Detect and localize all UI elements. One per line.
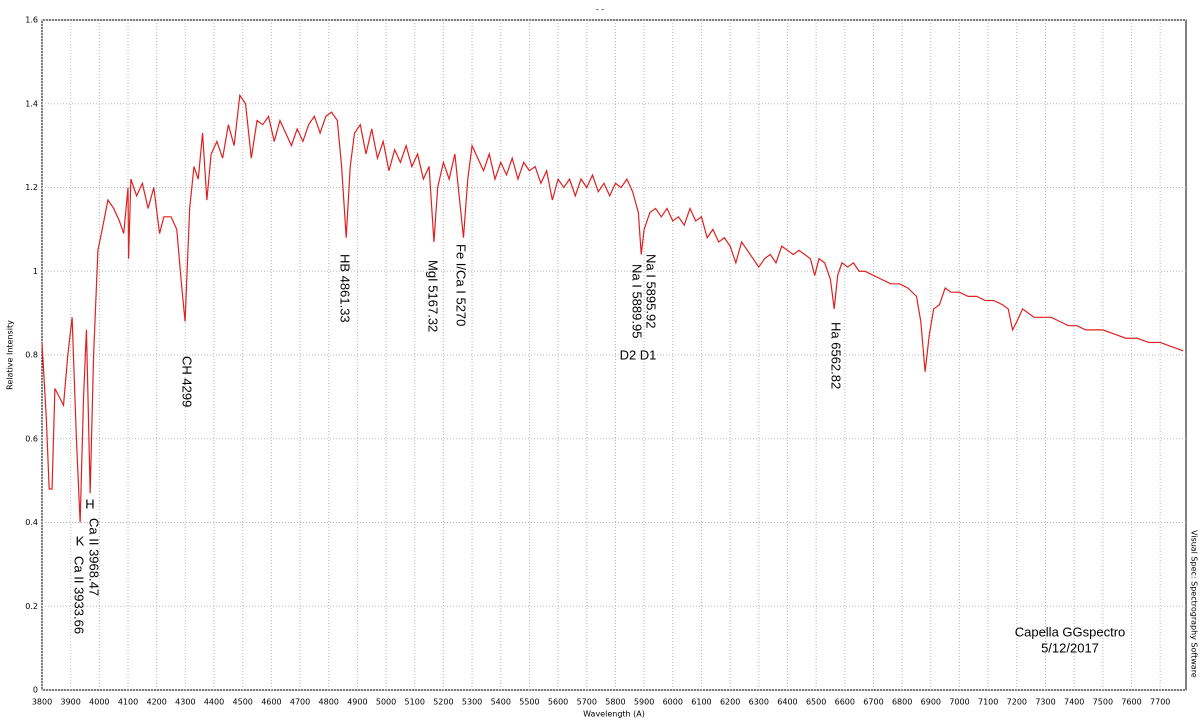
x-tick-label: 4700 [290, 698, 310, 707]
annotation: Ha 6562.82 [829, 322, 844, 389]
x-tick-label: 5400 [491, 698, 511, 707]
x-tick-label: 5600 [548, 698, 568, 707]
y-tick-label: 0.2 [25, 602, 38, 611]
x-tick-label: 5500 [519, 698, 539, 707]
y-axis-label: Relative Intensity [6, 320, 15, 390]
x-tick-label: 7700 [1150, 698, 1170, 707]
y-tick-label: 0.8 [25, 351, 38, 360]
x-tick-label: 7500 [1093, 698, 1113, 707]
x-axis-label: Wavelength (A) [583, 710, 645, 719]
x-tick-label: 7000 [949, 698, 969, 707]
annotation: D2 D1 [620, 347, 657, 362]
x-tick-label: 6300 [749, 698, 769, 707]
x-tick-label: 6600 [835, 698, 855, 707]
y-tick-label: 0.6 [25, 434, 38, 443]
y-tick-label: 1.4 [25, 99, 38, 108]
x-tick-label: 4800 [319, 698, 339, 707]
x-tick-label: 4300 [175, 698, 195, 707]
x-tick-label: 7600 [1121, 698, 1141, 707]
x-tick-label: 6200 [720, 698, 740, 707]
x-tick-label: 5000 [376, 698, 396, 707]
x-tick-label: 5700 [577, 698, 597, 707]
x-tick-label: 3900 [60, 698, 80, 707]
y-tick-label: 1.2 [25, 183, 38, 192]
x-tick-label: 6100 [691, 698, 711, 707]
y-tick-label: 0.4 [25, 518, 38, 527]
chart-title: - - [596, 5, 604, 14]
x-tick-label: 6500 [806, 698, 826, 707]
x-tick-label: 7200 [1007, 698, 1027, 707]
x-tick-label: 6000 [663, 698, 683, 707]
x-tick-label: 4200 [147, 698, 167, 707]
annotation: Ca II 3933.66 [72, 556, 87, 634]
x-tick-label: 4600 [261, 698, 281, 707]
x-tick-label: 7100 [978, 698, 998, 707]
annotation: Ca II 3968.47 [87, 518, 102, 596]
x-tick-label: 4000 [89, 698, 109, 707]
x-tick-label: 4500 [233, 698, 253, 707]
annotation: CH 4299 [180, 356, 195, 407]
annotation: MgI 5167.32 [426, 260, 441, 332]
annotation: HB 4861.33 [338, 254, 353, 323]
x-tick-label: 6400 [777, 698, 797, 707]
x-tick-label: 5200 [433, 698, 453, 707]
x-tick-label: 5800 [605, 698, 625, 707]
software-credit: Visual Spec: Spectrography Software [1190, 530, 1199, 678]
x-tick-label: 5900 [634, 698, 654, 707]
x-tick-label: 7300 [1035, 698, 1055, 707]
annotation: Na I 5889.95 [630, 264, 645, 338]
y-tick-label: 0 [33, 686, 38, 695]
annotation: Capella GGspectro [1015, 624, 1126, 639]
spectrum-line [41, 93, 1184, 523]
x-tick-label: 3800 [32, 698, 52, 707]
x-tick-label: 7400 [1064, 698, 1084, 707]
annotation: K [76, 533, 85, 548]
annotation: 5/12/2017 [1041, 640, 1099, 655]
annotation: Fe I/Ca I 5270 [454, 244, 469, 326]
y-tick-label: 1.6 [25, 16, 38, 25]
x-tick-label: 4400 [204, 698, 224, 707]
x-tick-label: 5300 [462, 698, 482, 707]
y-tick-label: 1 [33, 267, 38, 276]
x-tick-label: 4100 [118, 698, 138, 707]
x-tick-label: 6800 [892, 698, 912, 707]
x-tick-label: 5100 [405, 698, 425, 707]
annotation: H [85, 496, 94, 511]
x-tick-label: 4900 [347, 698, 367, 707]
x-tick-label: 6900 [921, 698, 941, 707]
annotation: Na I 5895.92 [644, 254, 659, 328]
x-tick-label: 6700 [863, 698, 883, 707]
